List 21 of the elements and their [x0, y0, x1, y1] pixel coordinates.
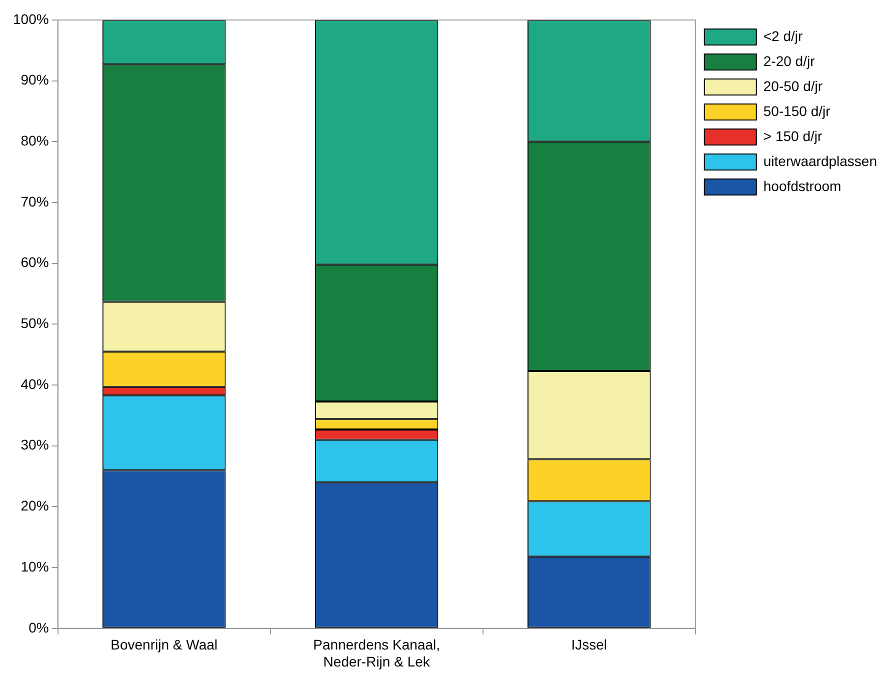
- y-tick-label: 50%: [20, 315, 49, 332]
- y-tick-label: 10%: [20, 558, 49, 574]
- y-tick-label: 60%: [20, 254, 49, 270]
- legend-label: 20-50 d/jr: [763, 78, 823, 94]
- y-tick-label: 90%: [20, 72, 49, 88]
- y-tick-label: 100%: [12, 10, 49, 27]
- x-tick-label: IJssel: [571, 636, 608, 653]
- x-tick-label: Pannerdens Kanaal, Neder-Rijn & Lek: [313, 636, 440, 670]
- legend-label: 50-150 d/jr: [763, 102, 831, 119]
- legend-label: <2 d/jr: [763, 28, 804, 44]
- legend-label: 2-20 d/jr: [763, 52, 816, 69]
- y-tick-label: 0%: [28, 619, 49, 636]
- y-tick-label: 20%: [20, 498, 49, 514]
- y-tick-label: 40%: [20, 376, 49, 392]
- y-tick-label: 30%: [20, 436, 49, 453]
- legend-label: hoofdstroom: [763, 178, 842, 194]
- x-tick-label: Bovenrijn & Waal: [110, 636, 218, 653]
- y-tick-label: 70%: [20, 193, 49, 210]
- legend-label: > 150 d/jr: [763, 128, 822, 144]
- legend-label: uiterwaardplassen: [763, 152, 878, 169]
- y-tick-label: 80%: [20, 132, 49, 149]
